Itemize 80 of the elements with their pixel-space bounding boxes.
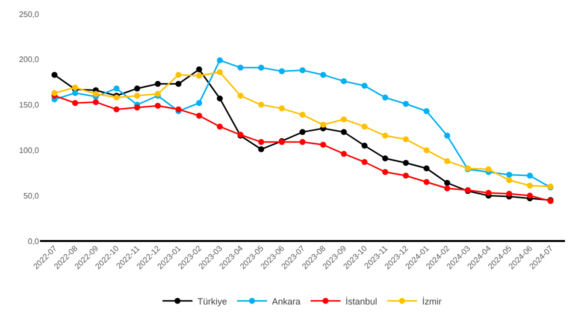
point [216, 124, 223, 130]
point [526, 182, 533, 189]
point [402, 100, 409, 107]
point [258, 146, 264, 152]
point [424, 178, 430, 185]
point [300, 129, 306, 136]
point [444, 185, 450, 192]
point [237, 92, 244, 99]
point [300, 112, 306, 118]
point [320, 142, 326, 148]
point [216, 69, 223, 76]
point [113, 85, 120, 92]
point [278, 68, 285, 74]
point [486, 166, 492, 172]
point [340, 150, 347, 157]
point [134, 85, 140, 92]
point [258, 102, 264, 108]
point [320, 122, 326, 128]
point [134, 92, 140, 99]
point [196, 66, 202, 72]
y-tick-label: 100,0 [18, 146, 40, 155]
point [134, 104, 140, 111]
point [216, 57, 223, 64]
point [175, 80, 182, 87]
point [196, 72, 202, 79]
y-tick-label: 50,0 [23, 191, 40, 200]
point [340, 129, 347, 136]
point [216, 95, 223, 102]
point [486, 190, 492, 196]
legend-label: Türkiye [198, 296, 228, 306]
point [526, 192, 533, 199]
point [196, 100, 202, 106]
point [340, 78, 347, 84]
point [362, 82, 368, 89]
point [444, 132, 450, 139]
point [362, 142, 368, 149]
point [300, 67, 306, 74]
point [444, 180, 450, 186]
point [72, 90, 78, 96]
point [51, 90, 58, 96]
y-tick-label: 0,0 [28, 236, 40, 246]
point [72, 100, 78, 106]
legend-label: Ankara [272, 296, 301, 306]
point [506, 172, 512, 178]
point [506, 190, 512, 197]
legend-label: İzmir [422, 296, 442, 306]
point [113, 106, 120, 112]
point [382, 132, 388, 139]
point [506, 177, 512, 184]
y-tick-label: 200,0 [18, 55, 40, 64]
point [258, 139, 264, 146]
point [424, 165, 430, 172]
point [320, 72, 326, 78]
point [402, 160, 409, 166]
point [51, 72, 58, 78]
point [340, 116, 347, 122]
point [382, 155, 388, 162]
point [300, 139, 306, 146]
point [424, 108, 430, 114]
y-tick-label: 250,0 [18, 10, 40, 19]
point [92, 99, 99, 106]
point [382, 94, 388, 101]
point [237, 64, 244, 71]
point [362, 124, 368, 130]
point [362, 159, 368, 165]
point [175, 72, 182, 78]
point [382, 168, 388, 175]
point [278, 105, 285, 112]
point [402, 136, 409, 142]
point [402, 172, 409, 179]
point [196, 112, 202, 119]
point [154, 80, 161, 87]
point [444, 158, 450, 164]
legend-label: İstanbul [346, 296, 378, 306]
point [424, 147, 430, 154]
point [92, 90, 99, 97]
point [258, 64, 264, 71]
point [154, 102, 161, 109]
y-tick-label: 150,0 [18, 100, 40, 110]
point [526, 172, 533, 179]
